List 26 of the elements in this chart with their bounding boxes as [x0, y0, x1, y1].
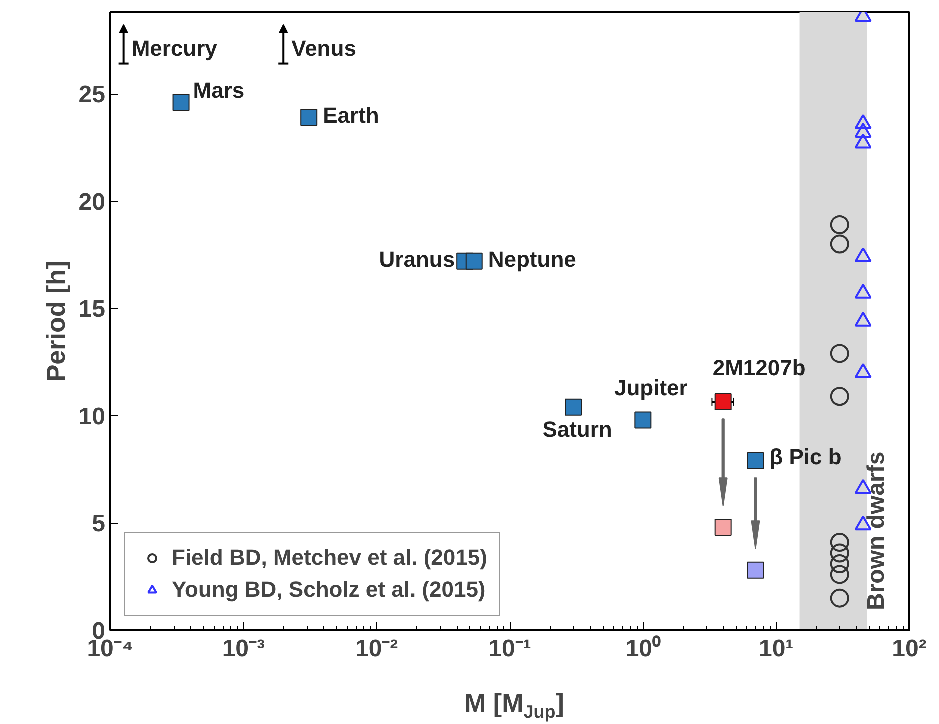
x-tick-label: 10⁻¹ — [488, 636, 532, 662]
x-tick-label: 10² — [892, 636, 927, 662]
annotation: Jupiter — [614, 376, 688, 401]
annotation: 2M1207b — [712, 355, 806, 380]
y-tick-label: 15 — [78, 296, 106, 324]
annotation: Earth — [323, 103, 380, 128]
x-tick-label: 10⁰ — [626, 636, 662, 662]
annotation: Saturn — [542, 416, 612, 442]
annotation: Uranus — [379, 246, 456, 272]
x-tick-label: 10⁻² — [355, 636, 398, 662]
annotation: Mars — [193, 78, 245, 104]
legend-label: Field BD, Metchev et al. (2015) — [172, 545, 488, 571]
y-tick-label: 10 — [78, 403, 106, 430]
annotation: Neptune — [488, 246, 576, 272]
annotation: β Pic b — [770, 444, 842, 470]
y-tick-label: 20 — [78, 188, 106, 216]
x-tick-label: 10¹ — [758, 636, 794, 662]
legend-label: Young BD, Scholz et al. (2015) — [172, 577, 486, 603]
y-tick-label: 5 — [92, 510, 106, 538]
y-axis-title: Period [h] — [40, 260, 71, 382]
annotation: Venus — [292, 36, 356, 61]
band-label: Brown dwarfs — [863, 452, 890, 610]
y-tick-label: 25 — [78, 82, 106, 109]
x-axis-title: M [M$_{Jup}$] — [464, 687, 564, 724]
annotation: Mercury — [132, 36, 218, 61]
x-tick-label: 10⁻³ — [222, 636, 266, 662]
